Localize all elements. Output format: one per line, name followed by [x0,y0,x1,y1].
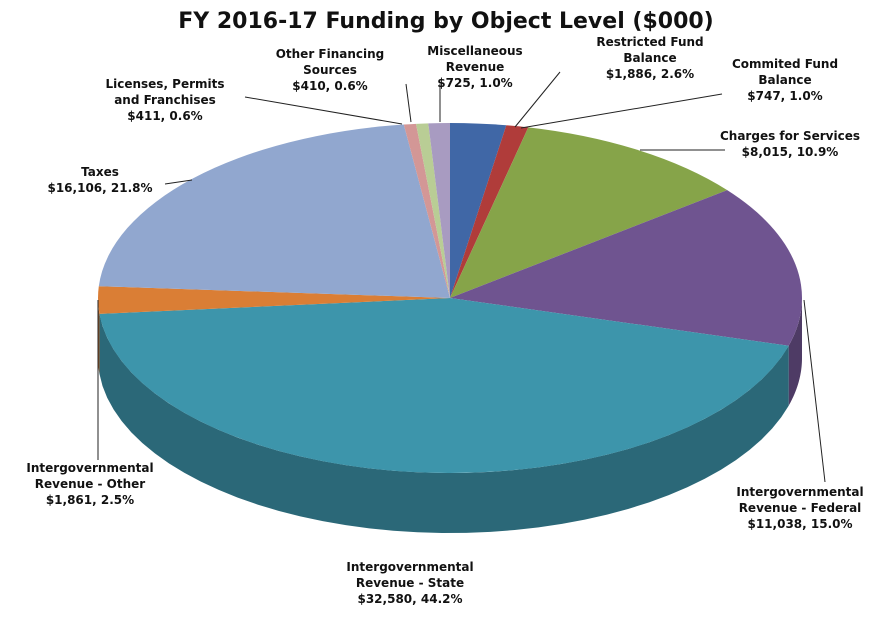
slice-label: Licenses, Permits and Franchises $411, 0.6… [105,77,224,123]
slice [97,286,450,314]
slice-name: Licenses, Permits and Franchises [105,77,224,107]
slice [450,125,529,298]
slice-name-line: Commited Fund [732,57,838,71]
slice [428,123,450,298]
slice-name: Other Financing Sources [276,47,385,77]
slice-label: Commited Fund Balance $747, 1.0% [732,57,838,103]
slice-value-label: $32,580, 44.2% [357,592,462,606]
slice-value-label: $8,015, 10.9% [742,145,839,159]
slice-label: Other Financing Sources $410, 0.6% [276,47,385,93]
slice-label: Intergovernmental Revenue - Other $1,861, … [26,461,153,507]
leader-line [244,96,403,125]
slice [450,127,728,298]
slice-name-line: Intergovernmental [346,560,473,574]
slice-name-line: Restricted Fund [596,35,703,49]
slice-name-line: Revenue - Federal [739,501,862,515]
slice-side [99,313,789,533]
slice-name: Charges for Services [720,129,860,143]
slice-label: Intergovernmental Revenue - Federal $11,03… [736,485,863,531]
slice [99,298,789,473]
slice-value-label: $410, 0.6% [292,79,367,93]
leader-line [164,179,193,185]
slice-name: Miscellaneous Revenue [427,44,522,74]
slice [450,123,507,298]
slice-name-line: Miscellaneous [427,44,522,58]
slice-value-label: $16,106, 21.8% [47,181,152,195]
slice-name: Intergovernmental Revenue - Other [26,461,153,491]
slice-name-line: Other Financing [276,47,385,61]
slice-name-line: Licenses, Permits [105,77,224,91]
chart-title: FY 2016-17 Funding by Object Level ($000… [178,9,714,34]
slice [403,123,450,299]
slice-name-line: Balance [758,73,811,87]
slice-label: Charges for Services $8,015, 10.9% [720,129,860,159]
slice-name-line: Revenue [446,60,505,74]
slice-name-line: Intergovernmental [736,485,863,499]
slice-name: Taxes [81,165,119,179]
slice-value-label: $411, 0.6% [127,109,202,123]
slice-name: Intergovernmental Revenue - Federal [736,485,863,515]
slice-name: Commited Fund Balance [732,57,838,87]
slice-name-line: Charges for Services [720,129,860,143]
leader-line [405,83,412,123]
slice [98,124,451,298]
slice-label: Intergovernmental Revenue - State $32,580,… [346,560,473,606]
slice-label: Restricted Fund Balance $1,886, 2.6% [596,35,703,81]
slice-name-line: Balance [623,51,676,65]
slice-name-line: and Franchises [114,93,216,107]
leader-line [514,71,561,128]
slice-value-label: $1,886, 2.6% [606,67,694,81]
slice-value-label: $11,038, 15.0% [747,517,852,531]
slice-name-line: Taxes [81,165,119,179]
leader-line [520,93,723,129]
slice-value-label: $725, 1.0% [437,76,512,90]
slice-label: Miscellaneous Revenue $725, 1.0% [427,44,522,90]
slice-name: Restricted Fund Balance [596,35,703,65]
slice-value-label: $747, 1.0% [747,89,822,103]
slice-name-line: Intergovernmental [26,461,153,475]
slice [450,190,803,346]
slice-value-label: $1,861, 2.5% [46,493,134,507]
slice-name-line: Revenue - State [356,576,464,590]
slice-label: Taxes $16,106, 21.8% [47,165,152,195]
slice-name-line: Revenue - Other [35,477,146,491]
slice-side [788,298,802,406]
slice-name: Intergovernmental Revenue - State [346,560,473,590]
slice [416,123,450,298]
leader-line [803,299,826,483]
slice-name-line: Sources [303,63,357,77]
